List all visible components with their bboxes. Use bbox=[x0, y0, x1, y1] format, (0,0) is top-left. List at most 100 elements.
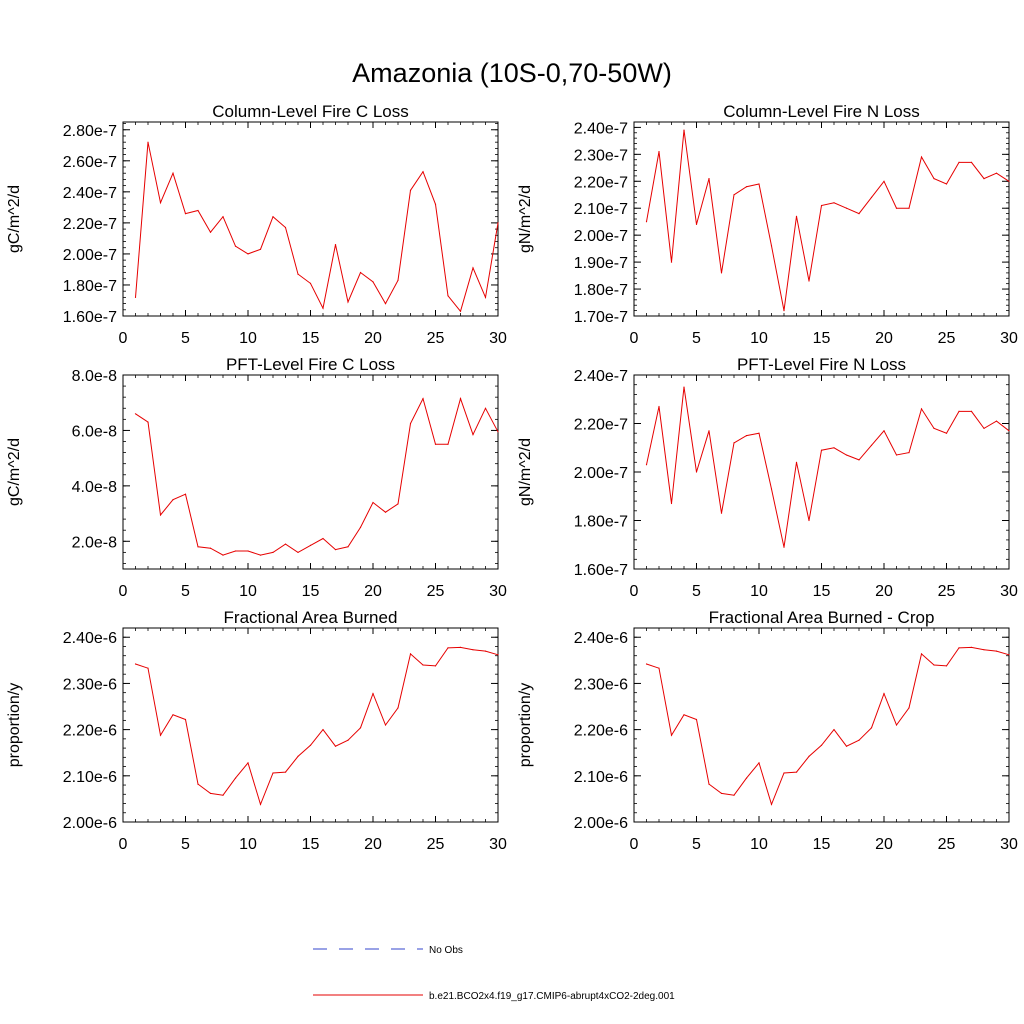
data-point bbox=[322, 307, 324, 309]
data-point bbox=[820, 744, 823, 746]
data-point bbox=[858, 213, 860, 215]
data-point bbox=[147, 141, 149, 143]
data-point bbox=[883, 693, 885, 695]
y-tick-label: 1.90e-7 bbox=[574, 255, 628, 272]
y-tick-label: 2.0e-8 bbox=[72, 534, 117, 551]
data-point bbox=[484, 296, 487, 298]
data-point bbox=[397, 707, 399, 709]
data-point bbox=[497, 431, 499, 433]
x-tick-label: 30 bbox=[489, 583, 507, 600]
y-tick-label: 2.40e-6 bbox=[63, 630, 117, 647]
data-point bbox=[670, 502, 673, 505]
data-point bbox=[983, 427, 985, 429]
x-tick-label: 15 bbox=[813, 330, 831, 347]
data-point bbox=[708, 430, 710, 432]
x-tick-label: 5 bbox=[692, 836, 701, 853]
data-point bbox=[858, 739, 860, 741]
y-tick-label: 2.10e-7 bbox=[574, 201, 628, 218]
data-point bbox=[1008, 654, 1010, 656]
data-point bbox=[322, 537, 324, 540]
data-point bbox=[733, 194, 735, 196]
plot-frame bbox=[633, 121, 1010, 317]
data-point bbox=[372, 693, 374, 695]
data-point bbox=[434, 203, 437, 205]
data-point bbox=[995, 650, 998, 652]
series-line-1 bbox=[135, 646, 499, 806]
data-point bbox=[334, 244, 337, 246]
y-tick-label: 1.60e-7 bbox=[63, 309, 117, 326]
y-tick-label: 2.40e-7 bbox=[574, 368, 628, 385]
data-point bbox=[758, 183, 760, 185]
data-point bbox=[895, 207, 898, 209]
y-axis-label: gN/m^2/d bbox=[517, 185, 534, 253]
data-point bbox=[695, 471, 698, 473]
panel-title: Fractional Area Burned - Crop bbox=[709, 608, 935, 627]
data-point bbox=[670, 734, 673, 736]
x-tick-label: 0 bbox=[119, 330, 128, 347]
data-point bbox=[422, 398, 424, 400]
data-point bbox=[247, 550, 249, 552]
data-point bbox=[222, 794, 224, 796]
data-point bbox=[209, 231, 212, 233]
data-point bbox=[970, 646, 973, 649]
data-point bbox=[908, 452, 910, 454]
data-point bbox=[347, 546, 349, 548]
x-tick-label: 15 bbox=[813, 583, 831, 600]
data-point bbox=[209, 547, 212, 549]
data-point bbox=[695, 223, 698, 225]
y-tick-label: 2.00e-6 bbox=[574, 815, 628, 832]
series-line-1 bbox=[646, 130, 1010, 311]
data-point bbox=[933, 427, 935, 429]
data-point bbox=[745, 186, 748, 188]
y-tick-label: 4.0e-8 bbox=[72, 479, 117, 496]
data-point bbox=[147, 667, 149, 669]
plot-frame bbox=[122, 374, 499, 570]
y-tick-label: 1.80e-7 bbox=[574, 282, 628, 299]
y-tick-label: 1.80e-7 bbox=[63, 278, 117, 295]
x-tick-label: 10 bbox=[750, 583, 768, 600]
data-point bbox=[172, 499, 174, 501]
data-point bbox=[795, 461, 798, 463]
data-point bbox=[833, 202, 835, 204]
data-point bbox=[347, 739, 349, 741]
data-point bbox=[883, 430, 885, 432]
data-point bbox=[833, 729, 835, 731]
data-point bbox=[645, 221, 648, 223]
y-tick-label: 2.60e-7 bbox=[63, 154, 117, 171]
data-point bbox=[720, 792, 723, 795]
data-point bbox=[995, 172, 998, 174]
x-tick-label: 10 bbox=[239, 330, 257, 347]
data-point bbox=[222, 554, 224, 556]
x-tick-label: 0 bbox=[630, 836, 639, 853]
data-point bbox=[833, 447, 835, 449]
y-axis-label: gC/m^2/d bbox=[6, 438, 23, 506]
data-point bbox=[397, 279, 399, 281]
panel-title: PFT-Level Fire C Loss bbox=[226, 355, 395, 374]
data-point bbox=[745, 435, 748, 437]
data-point bbox=[958, 647, 960, 649]
x-tick-label: 20 bbox=[875, 583, 893, 600]
data-point bbox=[197, 209, 199, 212]
data-point bbox=[297, 551, 299, 554]
data-point bbox=[733, 794, 735, 796]
x-tick-label: 25 bbox=[938, 583, 956, 600]
legend-label-model-run: b.e21.BCO2x4.f19_g17.CMIP6-abrupt4xCO2-2… bbox=[429, 991, 675, 1002]
data-point bbox=[134, 413, 137, 415]
data-point bbox=[783, 546, 785, 548]
data-point bbox=[384, 724, 387, 726]
data-point bbox=[970, 410, 973, 412]
data-point bbox=[384, 303, 387, 305]
data-point bbox=[683, 714, 685, 716]
x-tick-label: 20 bbox=[364, 836, 382, 853]
y-tick-label: 2.30e-6 bbox=[574, 676, 628, 693]
x-tick-label: 20 bbox=[364, 330, 382, 347]
data-point bbox=[272, 551, 274, 554]
data-point bbox=[434, 665, 437, 667]
data-point bbox=[683, 129, 685, 131]
data-point bbox=[447, 647, 449, 649]
data-point bbox=[770, 803, 773, 806]
data-point bbox=[945, 665, 948, 667]
data-point bbox=[247, 762, 249, 764]
data-point bbox=[284, 771, 287, 773]
